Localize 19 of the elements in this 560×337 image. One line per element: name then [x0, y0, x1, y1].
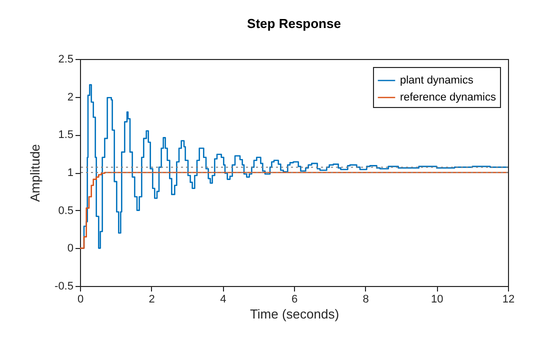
- x-tick-label: 12: [502, 294, 515, 306]
- x-tick-label: 8: [362, 294, 369, 306]
- x-tick-label: 2: [148, 294, 155, 306]
- x-axis-title: Time (seconds): [250, 306, 340, 322]
- x-tick-label: 0: [77, 294, 84, 306]
- x-tick-label: 6: [291, 294, 298, 306]
- legend-label: plant dynamics: [400, 74, 474, 86]
- y-tick-label: 1: [67, 167, 74, 179]
- y-tick-label: 2.5: [58, 54, 74, 66]
- y-tick-label: -0.5: [54, 280, 74, 292]
- x-tick-label: 10: [431, 294, 444, 306]
- x-tick-label: 4: [220, 294, 226, 306]
- y-tick-label: 0.5: [58, 204, 74, 217]
- chart-title: Step Response: [247, 16, 341, 31]
- legend-label: reference dynamics: [400, 92, 496, 104]
- y-tick-label: 1.5: [58, 129, 74, 142]
- y-tick-label: 2: [67, 91, 74, 104]
- y-tick-label: 0: [67, 242, 74, 255]
- y-axis-title: Amplitude: [28, 144, 43, 202]
